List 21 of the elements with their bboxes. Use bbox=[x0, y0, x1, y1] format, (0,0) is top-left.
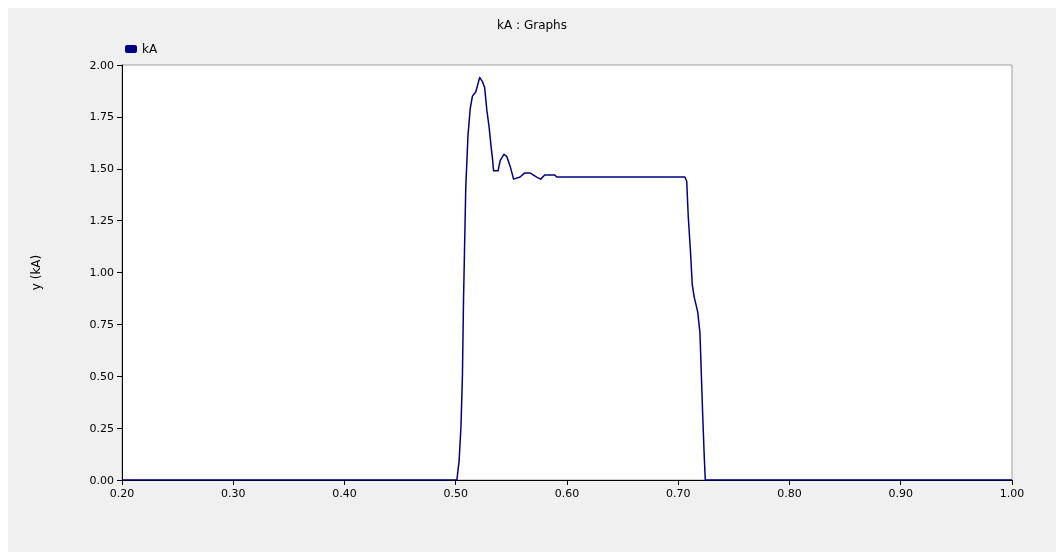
y-tick-label: 2.00 bbox=[89, 58, 114, 72]
x-tick-label: 1.00 bbox=[999, 487, 1025, 500]
y-tick-label: 1.50 bbox=[89, 162, 114, 176]
y-tick-label: 0.75 bbox=[89, 317, 114, 331]
x-tick-label: 0.30 bbox=[221, 487, 246, 500]
chart-title: kA : Graphs bbox=[497, 18, 567, 32]
y-axis-title: y (kA) bbox=[29, 254, 43, 291]
x-tick-label: 0.20 bbox=[109, 487, 135, 500]
y-tick-label: 0.50 bbox=[89, 369, 114, 383]
y-tick-label: 1.75 bbox=[89, 110, 114, 124]
y-tick-label: 0.25 bbox=[89, 421, 114, 435]
x-tick-label: 0.80 bbox=[777, 487, 802, 500]
x-tick-label: 0.90 bbox=[888, 487, 913, 500]
x-tick-label: 0.50 bbox=[443, 487, 468, 500]
y-tick-label: 1.00 bbox=[89, 266, 114, 279]
x-tick-label: 0.60 bbox=[554, 487, 580, 500]
y-tick-label: 0.00 bbox=[89, 473, 114, 487]
legend-label: kA bbox=[142, 42, 158, 56]
y-tick-label: 1.25 bbox=[89, 214, 114, 228]
x-tick-label: 0.70 bbox=[666, 487, 691, 500]
x-tick-label: 0.40 bbox=[332, 487, 357, 500]
